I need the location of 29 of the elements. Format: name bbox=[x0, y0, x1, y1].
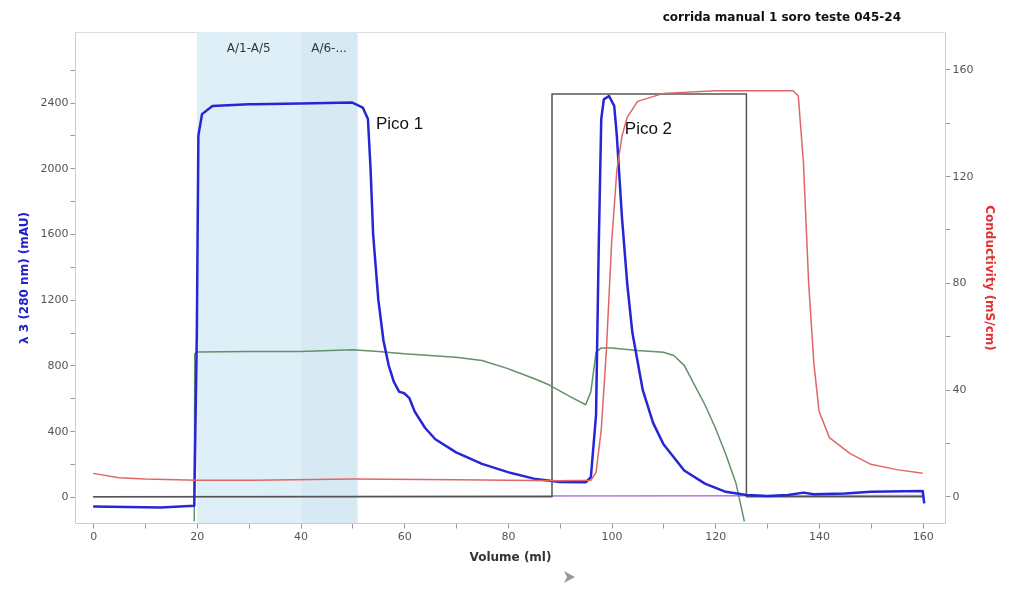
y-tick-label: 1200 bbox=[40, 293, 69, 307]
band-label: A/1-A/5 bbox=[226, 41, 271, 55]
x-tick-label: 80 bbox=[501, 529, 516, 543]
annotation: Pico 1 bbox=[375, 113, 424, 133]
x-tick-label: 40 bbox=[294, 529, 309, 543]
y-tick-label: 2000 bbox=[40, 161, 69, 175]
y2-tick-label: 0 bbox=[952, 489, 960, 503]
x-tick-label: 120 bbox=[705, 529, 727, 543]
x-tick-label: 100 bbox=[601, 529, 623, 543]
chart-title: corrida manual 1 soro teste 045-24 bbox=[662, 10, 901, 24]
x-tick-label: 160 bbox=[912, 529, 934, 543]
y2-tick-label: 40 bbox=[952, 383, 967, 397]
y-tick-label: 1600 bbox=[40, 227, 69, 241]
y-tick-label: 400 bbox=[47, 424, 69, 438]
x-tick-label: 140 bbox=[809, 529, 831, 543]
y-tick-label: 800 bbox=[47, 358, 69, 372]
y-axis-title: λ 3 (280 nm) (mAU) bbox=[16, 212, 31, 344]
x-axis-title: Volume (ml) bbox=[469, 549, 552, 564]
annotation: Pico 2 bbox=[624, 118, 673, 138]
y-tick-label: 0 bbox=[61, 490, 69, 504]
band-label: A/6-... bbox=[311, 41, 347, 55]
x-tick-label: 20 bbox=[190, 529, 205, 543]
y-tick-label: 2400 bbox=[40, 96, 69, 110]
y2-tick-label: 160 bbox=[952, 62, 974, 76]
y2-tick-label: 120 bbox=[952, 169, 974, 183]
x-tick-label: 60 bbox=[397, 529, 412, 543]
x-tick-label: 0 bbox=[90, 529, 98, 543]
y2-axis-title: Conductivity (mS/cm) bbox=[983, 205, 998, 351]
y2-tick-label: 80 bbox=[952, 276, 967, 290]
